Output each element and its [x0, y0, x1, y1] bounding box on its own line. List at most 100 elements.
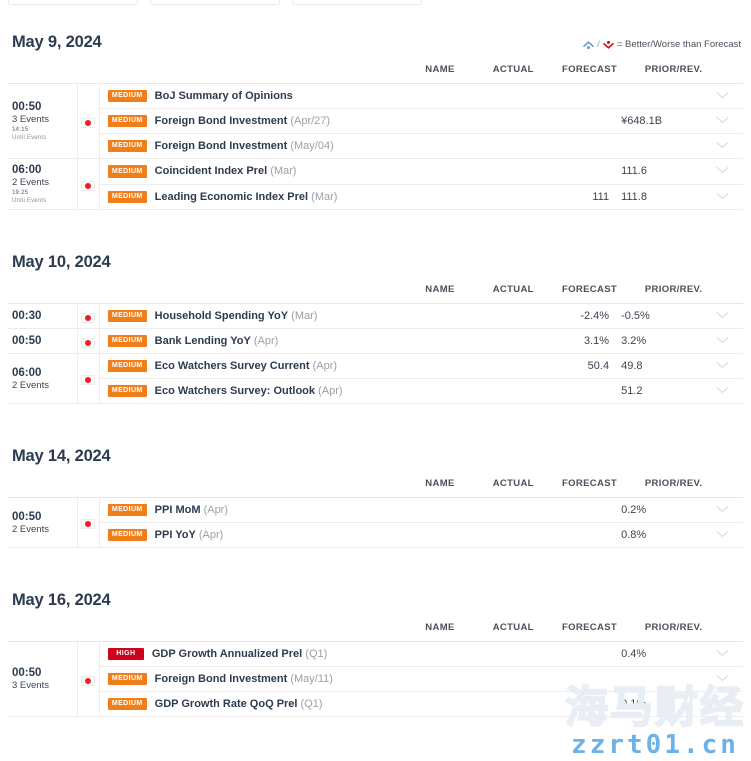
table-row[interactable]: 00:50 3 Events 14:15 Until Events MEDIUM BoJ …	[8, 83, 743, 159]
expand-row-button[interactable]	[702, 303, 743, 329]
event-name-cell[interactable]: MEDIUM GDP Growth Rate QoQ Prel (Q1)	[99, 691, 455, 717]
event-name-cell[interactable]: MEDIUM Foreign Bond Investment (May/11)	[99, 666, 455, 692]
event-name: GDP Growth Rate QoQ Prel	[154, 698, 298, 710]
cutoff-tab-3[interactable]	[292, 0, 422, 5]
col-prior: PRIOR/REV.	[617, 622, 703, 642]
event-name-cell[interactable]: MEDIUM Coincident Index Prel (Mar)	[99, 158, 455, 185]
table-row[interactable]: MEDIUM GDP Growth Rate QoQ Prel (Q1) 0.1%	[8, 691, 743, 717]
expand-row-button[interactable]	[702, 108, 743, 134]
prior-value	[617, 83, 703, 109]
japan-flag-icon	[81, 180, 96, 191]
event-name: PPI MoM	[154, 504, 201, 516]
event-until-label: Until Events	[12, 198, 47, 204]
actual-value	[454, 641, 534, 667]
day-date-title: May 14, 2024	[12, 447, 111, 465]
event-time-cell: 00:50 3 Events 14:15 Until Events	[8, 83, 78, 159]
expand-row-button[interactable]	[702, 641, 743, 667]
expand-row-button[interactable]	[702, 328, 743, 354]
actual-value	[454, 83, 534, 109]
prior-value: 0.4%	[617, 641, 703, 667]
table-row[interactable]: MEDIUM PPI YoY (Apr) 0.8%	[8, 522, 743, 548]
impact-badge: MEDIUM	[107, 528, 147, 542]
col-prior: PRIOR/REV.	[617, 64, 703, 84]
table-row[interactable]: MEDIUM Foreign Bond Investment (Apr/27) ¥6…	[8, 108, 743, 134]
expand-row-button[interactable]	[702, 158, 743, 185]
cutoff-tab-1[interactable]	[8, 0, 138, 5]
event-name-cell[interactable]: MEDIUM PPI MoM (Apr)	[99, 497, 455, 523]
expand-row-button[interactable]	[702, 666, 743, 692]
table-row[interactable]: MEDIUM Foreign Bond Investment (May/11)	[8, 666, 743, 692]
event-count: 3 Events	[12, 114, 49, 125]
forecast-value	[533, 108, 618, 134]
event-time-cell: 00:50 2 Events	[8, 497, 78, 548]
actual-value	[454, 353, 534, 379]
table-row[interactable]: 00:50 3 Events HIGH GDP Growth Annualized P…	[8, 641, 743, 717]
prior-value: 49.8	[617, 353, 703, 379]
forecast-value	[533, 133, 618, 159]
table-row[interactable]: 00:50 2 Events MEDIUM PPI MoM (Apr) 0.2%	[8, 497, 743, 548]
table-row[interactable]: 06:00 2 Events MEDIUM Eco Watchers Survey C…	[8, 353, 743, 404]
event-name: Coincident Index Prel	[154, 165, 268, 178]
event-period: (Apr)	[318, 385, 343, 397]
country-flag-cell	[77, 328, 100, 354]
expand-row-button[interactable]	[702, 378, 743, 404]
actual-value	[454, 108, 534, 134]
impact-badge: MEDIUM	[107, 672, 147, 686]
event-title: Eco Watchers Survey: Outlook (Apr)	[155, 385, 343, 397]
arrow-down-worse-icon	[603, 40, 614, 50]
event-name: PPI YoY	[154, 529, 196, 541]
event-period: (Apr/27)	[290, 115, 331, 127]
prior-value	[617, 133, 703, 159]
impact-badge: MEDIUM	[107, 309, 147, 323]
day-spacer	[8, 410, 743, 436]
col-forecast: FORECAST	[533, 478, 618, 498]
event-name-cell[interactable]: MEDIUM Household Spending YoY (Mar)	[99, 303, 455, 329]
forecast-value	[533, 691, 618, 717]
event-name-cell[interactable]: MEDIUM Eco Watchers Survey: Outlook (Apr)	[99, 378, 455, 404]
event-name: BoJ Summary of Opinions	[154, 90, 293, 102]
event-countdown: 14:15	[12, 127, 29, 133]
forecast-value: 50.4	[533, 353, 618, 379]
event-name-cell[interactable]: MEDIUM BoJ Summary of Opinions	[99, 83, 455, 109]
event-name-cell[interactable]: MEDIUM Bank Lending YoY (Apr)	[99, 328, 455, 354]
event-name-cell[interactable]: MEDIUM Foreign Bond Investment (Apr/27)	[99, 108, 455, 134]
forecast-value: -2.4%	[533, 303, 618, 329]
table-row[interactable]: MEDIUM Eco Watchers Survey: Outlook (Apr)…	[8, 378, 743, 404]
expand-row-button[interactable]	[702, 353, 743, 379]
expand-row-button[interactable]	[702, 184, 743, 210]
table-row[interactable]: 06:00 2 Events 19:25 Until Events MEDIUM Coin…	[8, 158, 743, 210]
calendar-table: NAME ACTUAL FORECAST PRIOR/REV. 00:30 MEDIUM H…	[8, 284, 743, 404]
impact-badge: MEDIUM	[107, 697, 147, 711]
expand-row-button[interactable]	[702, 497, 743, 523]
expand-row-button[interactable]	[702, 522, 743, 548]
japan-flag-icon	[81, 375, 96, 385]
expand-row-button[interactable]	[702, 691, 743, 717]
table-row[interactable]: MEDIUM Foreign Bond Investment (May/04)	[8, 133, 743, 159]
expand-row-button[interactable]	[702, 133, 743, 159]
event-name: Foreign Bond Investment	[154, 140, 288, 152]
event-name-cell[interactable]: MEDIUM PPI YoY (Apr)	[99, 522, 455, 548]
table-row[interactable]: 00:50 MEDIUM Bank Lending YoY (Apr) 3.1% 3.2…	[8, 328, 743, 354]
event-name-cell[interactable]: HIGH GDP Growth Annualized Prel (Q1)	[99, 641, 455, 667]
actual-value	[454, 328, 534, 354]
event-name-cell[interactable]: MEDIUM Foreign Bond Investment (May/04)	[99, 133, 455, 159]
day-block: May 16, 2024 NAME ACTUAL FORECAST PRIOR/REV.…	[8, 580, 743, 717]
event-name-cell[interactable]: MEDIUM Leading Economic Index Prel (Mar)	[99, 184, 455, 210]
event-name-cell[interactable]: MEDIUM Eco Watchers Survey Current (Apr)	[99, 353, 455, 379]
forecast-value	[533, 158, 618, 185]
event-title: Bank Lending YoY (Apr)	[155, 335, 279, 347]
table-row[interactable]: MEDIUM Leading Economic Index Prel (Mar) 1…	[8, 184, 743, 210]
cutoff-tab-2[interactable]	[150, 0, 280, 5]
event-title: Foreign Bond Investment (Apr/27)	[155, 115, 330, 127]
forecast-value	[533, 641, 618, 667]
event-name: Foreign Bond Investment	[154, 115, 288, 127]
col-prior: PRIOR/REV.	[617, 478, 703, 498]
event-name: Household Spending YoY	[154, 310, 289, 322]
table-row[interactable]: 00:30 MEDIUM Household Spending YoY (Mar) -…	[8, 303, 743, 329]
impact-badge: MEDIUM	[107, 139, 147, 153]
expand-row-button[interactable]	[702, 83, 743, 109]
col-time	[8, 478, 78, 498]
forecast-value	[533, 83, 618, 109]
event-time: 00:50	[12, 510, 42, 523]
japan-flag-icon	[81, 117, 96, 128]
